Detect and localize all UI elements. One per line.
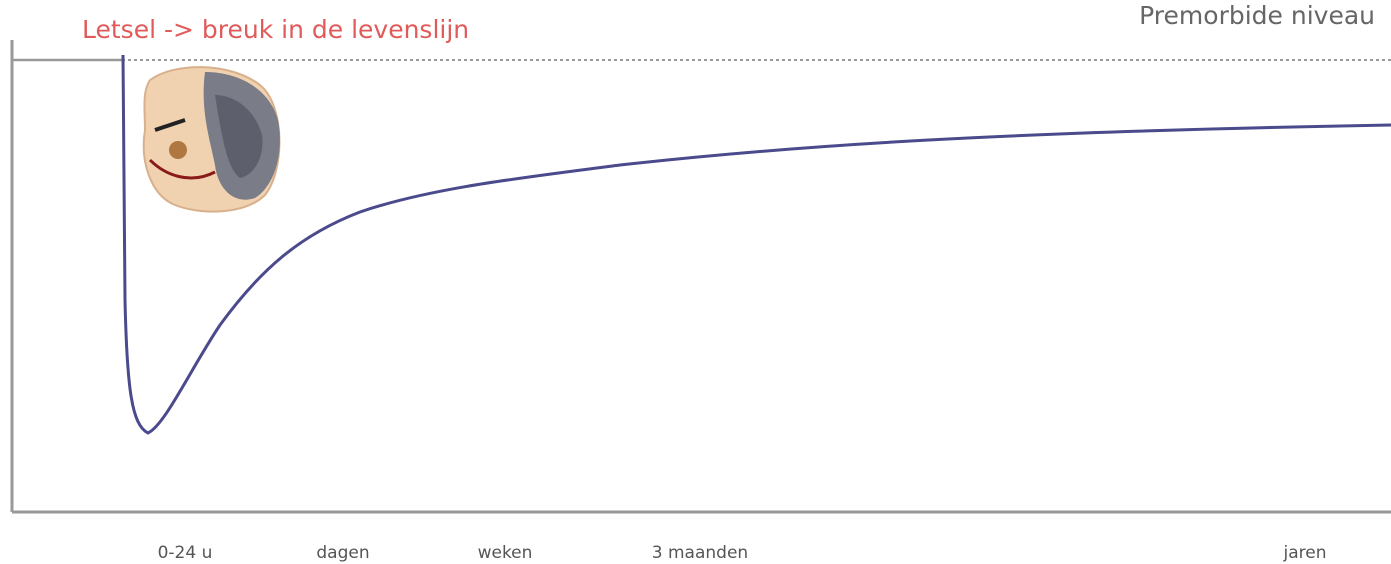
x-label: dagen [316, 543, 369, 563]
x-label: 3 maanden [652, 543, 748, 563]
reference-label: Premorbide niveau [1139, 1, 1375, 30]
x-label: weken [478, 543, 533, 563]
title: Letsel -> breuk in de levenslijn [82, 15, 469, 44]
x-label: 0-24 u [158, 543, 213, 563]
recovery-curve [121, 54, 1391, 435]
brain-illustration [142, 66, 281, 213]
x-label: jaren [1283, 543, 1327, 563]
